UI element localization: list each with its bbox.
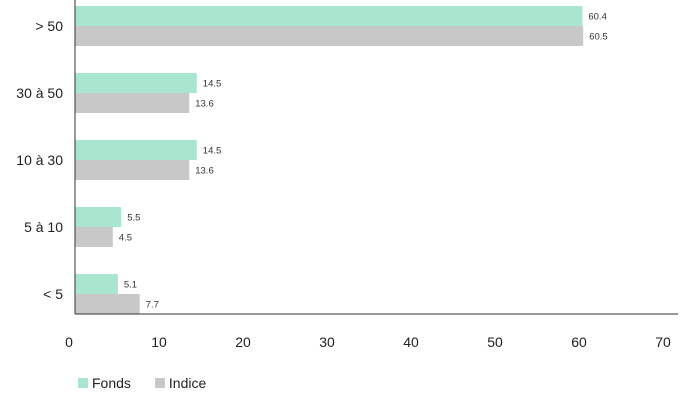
data-label-indice-10-30: 13.6: [195, 166, 214, 177]
bar-fonds-30-50: [75, 73, 197, 93]
category-label-50: > 50: [35, 18, 63, 34]
bar-indice-50: [75, 26, 584, 46]
category-label-30-50: 30 à 50: [16, 85, 63, 101]
bar-fonds-50: [75, 6, 583, 26]
bar-fonds-5: [75, 274, 118, 294]
data-label-indice-5: 7.7: [146, 300, 159, 311]
data-label-fonds-5: 5.1: [124, 280, 137, 291]
category-label-10-30: 10 à 30: [16, 152, 63, 168]
legend: Fonds Indice: [78, 375, 206, 391]
category-label-5: < 5: [43, 286, 63, 302]
x-tick-label-60: 60: [571, 334, 587, 350]
x-tick-label-70: 70: [655, 334, 671, 350]
x-tick-label-10: 10: [151, 334, 167, 350]
data-label-indice-5-10: 4.5: [119, 233, 132, 244]
bar-indice-30-50: [75, 93, 190, 113]
legend-item-fonds: Fonds: [78, 375, 131, 391]
x-tick-label-40: 40: [403, 334, 419, 350]
legend-item-indice: Indice: [154, 375, 207, 391]
data-label-fonds-5-10: 5.5: [127, 213, 140, 224]
data-label-indice-30-50: 13.6: [195, 99, 214, 110]
bar-indice-5: [75, 294, 140, 314]
data-label-fonds-10-30: 14.5: [203, 146, 222, 157]
bar-indice-5-10: [75, 227, 113, 247]
category-label-5-10: 5 à 10: [24, 219, 63, 235]
x-tick-label-20: 20: [235, 334, 251, 350]
x-tick-label-30: 30: [319, 334, 335, 350]
legend-swatch-fonds: [78, 378, 88, 388]
data-label-fonds-30-50: 14.5: [203, 79, 222, 90]
bar-fonds-5-10: [75, 207, 122, 227]
legend-label-fonds: Fonds: [92, 375, 131, 391]
x-tick-label-0: 0: [65, 334, 73, 350]
data-label-fonds-50: 60.4: [588, 12, 607, 23]
legend-label-indice: Indice: [168, 375, 207, 391]
data-label-indice-50: 60.5: [589, 32, 608, 43]
x-tick-label-50: 50: [487, 334, 503, 350]
bar-fonds-10-30: [75, 140, 197, 160]
bar-indice-10-30: [75, 160, 190, 180]
legend-swatch-indice: [154, 378, 165, 388]
